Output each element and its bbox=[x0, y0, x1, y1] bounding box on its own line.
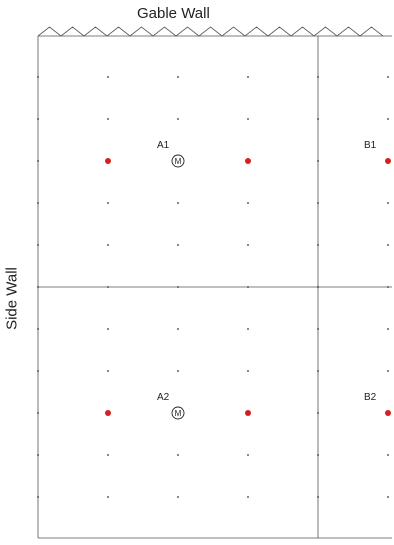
side-wall-label: Side Wall bbox=[3, 267, 21, 330]
grid-dot bbox=[387, 454, 389, 456]
grid-dot bbox=[317, 328, 319, 330]
grid-dot bbox=[247, 118, 249, 120]
zone-label-a1: A1 bbox=[157, 140, 170, 151]
monitor-marker-label: M bbox=[175, 157, 182, 166]
grid-dot bbox=[387, 370, 389, 372]
zone-label-b2: B2 bbox=[364, 392, 377, 403]
grid-dot bbox=[37, 454, 39, 456]
grid-dot bbox=[317, 454, 319, 456]
grid-dot bbox=[37, 496, 39, 498]
grid-dot bbox=[247, 454, 249, 456]
grid-dot bbox=[177, 202, 179, 204]
grid-dot bbox=[247, 328, 249, 330]
grid-dot bbox=[317, 286, 319, 288]
grid-dot bbox=[177, 328, 179, 330]
monitor-marker bbox=[171, 406, 185, 420]
grid-dot bbox=[177, 286, 179, 288]
grid-dot bbox=[387, 496, 389, 498]
grid-dot bbox=[247, 244, 249, 246]
grid-dot bbox=[37, 412, 39, 414]
grid-dot bbox=[387, 76, 389, 78]
gable-wall-label: Gable Wall bbox=[137, 5, 210, 22]
grid-dot bbox=[37, 118, 39, 120]
grid-dot bbox=[37, 244, 39, 246]
grid-dot bbox=[107, 244, 109, 246]
grid-dot bbox=[387, 202, 389, 204]
grid-dot bbox=[107, 370, 109, 372]
grid-dot bbox=[37, 76, 39, 78]
grid-dot bbox=[387, 286, 389, 288]
grid-dot bbox=[317, 412, 319, 414]
grid-dot bbox=[247, 202, 249, 204]
grid-dot bbox=[387, 328, 389, 330]
grid-dot bbox=[177, 370, 179, 372]
grid-dot bbox=[317, 118, 319, 120]
grid-dot bbox=[107, 286, 109, 288]
grid-dot bbox=[247, 496, 249, 498]
grid-dot bbox=[37, 202, 39, 204]
grid-dot bbox=[37, 328, 39, 330]
grid-dot bbox=[387, 118, 389, 120]
grid-dot bbox=[107, 454, 109, 456]
grid-dot bbox=[107, 202, 109, 204]
monitor-marker-label: M bbox=[175, 409, 182, 418]
grid-dot bbox=[177, 76, 179, 78]
zone-label-b1: B1 bbox=[364, 140, 377, 151]
grid-dot bbox=[107, 496, 109, 498]
sample-point bbox=[385, 158, 391, 164]
grid-dot bbox=[317, 76, 319, 78]
grid-dot bbox=[177, 118, 179, 120]
sample-point bbox=[105, 158, 111, 164]
grid-dot bbox=[107, 76, 109, 78]
sample-point bbox=[245, 158, 251, 164]
grid-dot bbox=[177, 244, 179, 246]
sample-point bbox=[105, 410, 111, 416]
grid-dot bbox=[317, 160, 319, 162]
zone-label-a2: A2 bbox=[157, 392, 170, 403]
grid-dot bbox=[247, 370, 249, 372]
sample-point bbox=[245, 410, 251, 416]
grid-dot bbox=[177, 496, 179, 498]
grid-dot bbox=[247, 286, 249, 288]
grid-dot bbox=[247, 76, 249, 78]
gable-wall-zigzag bbox=[37, 26, 384, 37]
grid-dot bbox=[37, 370, 39, 372]
sample-point bbox=[385, 410, 391, 416]
grid-dot bbox=[317, 370, 319, 372]
grid-dot bbox=[37, 160, 39, 162]
monitor-marker bbox=[171, 154, 185, 168]
grid-dot bbox=[387, 244, 389, 246]
grid-dot bbox=[107, 328, 109, 330]
grid-dot bbox=[37, 286, 39, 288]
grid-dot bbox=[177, 454, 179, 456]
grid-dot bbox=[317, 496, 319, 498]
grid-dot bbox=[317, 202, 319, 204]
grid-dot bbox=[317, 244, 319, 246]
grid-dot bbox=[107, 118, 109, 120]
